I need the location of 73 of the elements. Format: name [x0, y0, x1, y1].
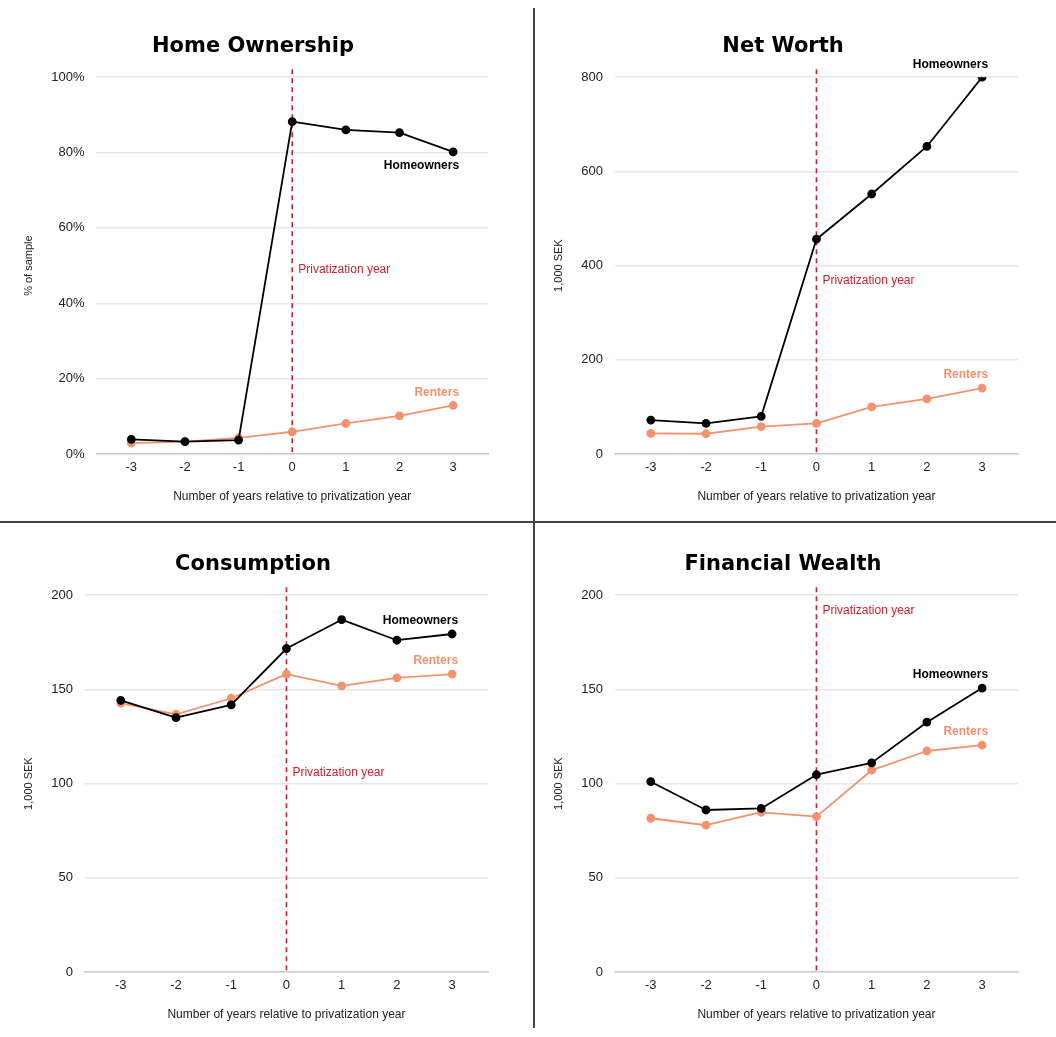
y-axis-title: 1,000 SEK — [21, 756, 34, 810]
y-tick-label: 150 — [51, 680, 73, 696]
y-axis-title: % of sample — [21, 235, 34, 296]
x-tick-label: -1 — [755, 977, 768, 993]
y-tick-label: 800 — [581, 68, 603, 84]
x-tick-label: -3 — [645, 459, 657, 475]
y-axis-title: 1,000 SEK — [551, 756, 564, 810]
y-tick-label: 0 — [65, 963, 73, 979]
x-tick-label: -2 — [170, 977, 182, 993]
x-tick-label: 2 — [393, 977, 401, 993]
x-tick-label: -1 — [755, 459, 768, 475]
chart-title: Financial Wealth — [684, 551, 882, 576]
series-label: Homeowners — [912, 56, 989, 71]
x-tick-label: 1 — [868, 977, 876, 993]
x-tick-label: -2 — [700, 459, 712, 475]
y-tick-label: 60% — [58, 219, 85, 235]
x-tick-label: 0 — [282, 977, 291, 993]
x-axis-title: Number of years relative to privatization year — [173, 489, 412, 504]
y-axis-title: 1,000 SEK — [551, 238, 564, 292]
x-tick-label: -1 — [232, 459, 245, 475]
y-tick-label: 0% — [65, 445, 85, 461]
series-label: Renters — [414, 384, 460, 399]
x-tick-label: -3 — [125, 459, 138, 475]
series-label: Renters — [413, 653, 459, 668]
y-tick-label: 100 — [581, 775, 603, 791]
series-label: Homeowners — [383, 158, 460, 173]
ref-line-label: Privatization year — [298, 261, 391, 276]
y-tick-label: 150 — [581, 680, 603, 696]
x-tick-label: -2 — [179, 459, 191, 475]
x-tick-label: 0 — [812, 977, 821, 993]
x-tick-label: 3 — [978, 977, 986, 993]
x-tick-label: 1 — [338, 977, 346, 993]
y-tick-label: 400 — [581, 257, 603, 273]
x-tick-label: 3 — [978, 459, 986, 475]
y-tick-label: 100% — [51, 68, 85, 84]
y-tick-label: 200 — [51, 586, 73, 602]
y-tick-label: 200 — [581, 351, 603, 367]
ref-line-label: Privatization year — [822, 602, 915, 617]
x-tick-label: -1 — [225, 977, 238, 993]
x-tick-label: -3 — [115, 977, 127, 993]
series-label: Homeowners — [912, 667, 989, 682]
y-tick-label: 0 — [595, 963, 603, 979]
ref-line-label: Privatization year — [822, 272, 915, 287]
x-tick-label: 2 — [923, 459, 931, 475]
x-axis-title: Number of years relative to privatization year — [697, 489, 936, 504]
x-tick-label: -2 — [700, 977, 712, 993]
y-tick-label: 600 — [581, 162, 603, 178]
x-tick-label: 2 — [395, 459, 404, 475]
series-label: Renters — [943, 724, 989, 739]
y-tick-label: 80% — [58, 144, 85, 160]
x-tick-label: -3 — [645, 977, 657, 993]
y-tick-label: 50 — [58, 869, 73, 885]
y-tick-label: 0 — [595, 445, 603, 461]
x-tick-label: 1 — [342, 459, 350, 475]
chart-title: Consumption — [175, 551, 331, 576]
x-tick-label: 2 — [923, 977, 931, 993]
x-tick-label: 1 — [868, 459, 876, 475]
chart-title: Net Worth — [722, 33, 844, 58]
x-tick-label: 3 — [448, 977, 456, 993]
series-label: Homeowners — [382, 613, 459, 628]
y-tick-label: 200 — [581, 586, 603, 602]
x-tick-label: 3 — [449, 459, 457, 475]
x-tick-label: 0 — [812, 459, 821, 475]
x-axis-title: Number of years relative to privatization year — [167, 1007, 406, 1022]
x-axis-title: Number of years relative to privatization year — [697, 1007, 936, 1022]
y-tick-label: 50 — [588, 869, 603, 885]
series-label: Renters — [943, 367, 989, 382]
y-tick-label: 100 — [51, 775, 73, 791]
y-tick-label: 20% — [58, 370, 85, 386]
ref-line-label: Privatization year — [292, 764, 385, 779]
chart-title: Home Ownership — [152, 33, 354, 58]
y-tick-label: 40% — [58, 294, 85, 310]
x-tick-label: 0 — [288, 459, 296, 475]
